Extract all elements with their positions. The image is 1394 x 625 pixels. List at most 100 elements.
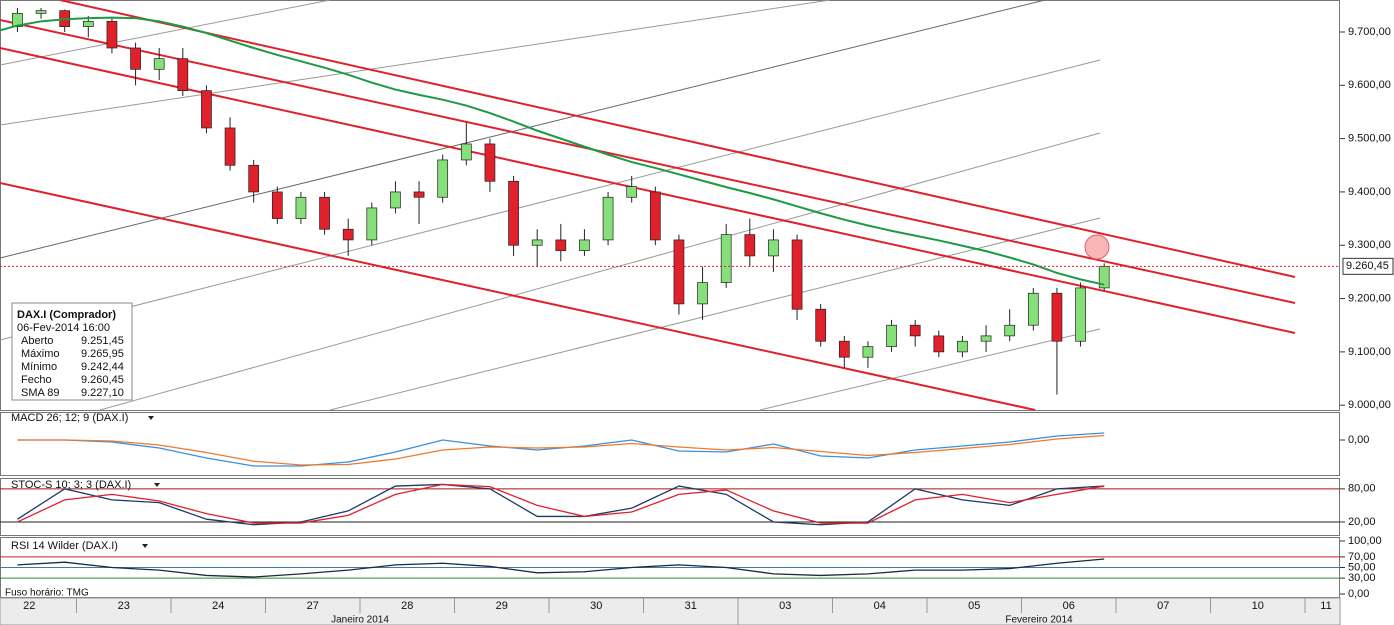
candle-body — [697, 282, 708, 305]
candle-body — [1027, 292, 1039, 326]
candle-body — [649, 191, 661, 241]
day-label: 11 — [1320, 600, 1331, 612]
candle-body — [815, 308, 827, 342]
y-tick-label: 80,00 — [1348, 483, 1376, 495]
time-axis — [0, 597, 1341, 625]
y-tick-label: 9.500,00 — [1348, 133, 1391, 145]
panel-menu-arrow — [154, 483, 160, 487]
channel-lines — [0, 0, 1296, 411]
info-value: 9.251,45 — [81, 335, 124, 347]
panel-menu-arrow — [142, 544, 148, 548]
info-key: SMA 89 — [21, 387, 60, 399]
y-tick-label: 70,00 — [1348, 551, 1376, 563]
indicator-line — [17, 434, 1105, 466]
day-label: 28 — [401, 600, 413, 612]
sma-line — [0, 16, 1105, 286]
candle-body — [957, 340, 968, 353]
candle-body — [130, 47, 141, 70]
day-label: 23 — [118, 600, 130, 612]
candle-body — [106, 20, 118, 49]
candle-body — [295, 196, 307, 219]
day-label: 24 — [212, 600, 224, 612]
candle-body — [531, 239, 543, 246]
candle-body — [248, 164, 260, 193]
info-date: 06-Fev-2014 16:00 — [17, 322, 110, 334]
y-tick-label: 9.200,00 — [1348, 292, 1391, 304]
candle-body — [460, 143, 472, 161]
candle-body — [437, 159, 449, 198]
candle-body — [886, 324, 897, 347]
day-label: 06 — [1063, 600, 1075, 612]
candle-body — [342, 228, 354, 241]
candle-body — [980, 335, 992, 342]
info-key: Fecho — [21, 374, 52, 386]
panel-title: MACD 26; 12; 9 (DAX.I) — [11, 412, 128, 424]
day-label: 07 — [1157, 600, 1169, 612]
candle-body — [390, 191, 401, 209]
month-label: Janeiro 2014 — [331, 615, 389, 625]
candle-body — [673, 239, 685, 305]
candle-body — [768, 239, 779, 257]
day-label: 04 — [874, 600, 886, 612]
info-title: DAX.I (Comprador) — [17, 309, 116, 321]
candle-body — [484, 143, 496, 182]
indicator-line — [17, 483, 1105, 524]
info-value: 9.227,10 — [81, 387, 124, 399]
candle-body — [1075, 287, 1086, 342]
y-tick-label: 20,00 — [1348, 516, 1376, 528]
macd-panel — [0, 412, 1340, 476]
candle-body — [319, 196, 330, 230]
candle-body — [909, 324, 921, 337]
indicator-line — [17, 483, 1105, 526]
last-price-label: 9.260,45 — [1346, 260, 1389, 272]
info-value: 9.260,45 — [81, 374, 124, 386]
fan-lines — [0, 0, 1101, 411]
month-label: Fevereiro 2014 — [1005, 615, 1073, 625]
y-tick-label: 9.300,00 — [1348, 239, 1391, 251]
day-label: 27 — [307, 600, 319, 612]
candle-body — [201, 90, 212, 129]
candle-body — [579, 239, 590, 251]
info-key: Máximo — [21, 348, 60, 360]
candle-body — [35, 10, 47, 14]
candle-body — [862, 346, 874, 358]
panel-menu-arrow — [148, 416, 154, 420]
y-tick-label: 9.700,00 — [1348, 26, 1391, 38]
y-tick-label: 100,00 — [1348, 535, 1382, 547]
y-tick-label: 9.600,00 — [1348, 79, 1391, 91]
candle-body — [626, 186, 638, 198]
y-tick-label: 9.100,00 — [1348, 346, 1391, 358]
day-label: 30 — [590, 600, 602, 612]
stoc-panel — [0, 478, 1340, 536]
candle-body — [1051, 292, 1063, 342]
candle-body — [82, 20, 94, 28]
candle-body — [271, 191, 283, 219]
day-label: 05 — [968, 600, 980, 612]
candle-body — [720, 234, 732, 283]
candle-body — [555, 239, 567, 251]
panel-title: RSI 14 Wilder (DAX.I) — [11, 540, 118, 552]
candle-body — [1004, 324, 1016, 337]
candle-body — [413, 191, 425, 198]
info-key: Mínimo — [21, 361, 57, 373]
candle-body — [366, 207, 378, 241]
panel-title: STOC-S 10; 3; 3 (DAX.I) — [11, 479, 131, 491]
info-value: 9.265,95 — [81, 348, 124, 360]
alert-marker — [1084, 234, 1110, 260]
candle-body — [744, 234, 756, 257]
indicator-line — [17, 558, 1105, 578]
candle-body — [12, 12, 23, 28]
candle-body — [838, 340, 850, 358]
day-label: 31 — [685, 600, 697, 612]
main-panel — [0, 0, 1340, 411]
y-tick-label: 0,00 — [1348, 588, 1369, 600]
candle-body — [224, 127, 236, 166]
y-tick-label: 50,00 — [1348, 561, 1376, 573]
info-key: Aberto — [21, 335, 53, 347]
last-price-box — [1342, 257, 1394, 275]
candle-body — [153, 58, 165, 70]
candle-body — [791, 239, 803, 310]
y-tick-label: 9.000,00 — [1348, 399, 1391, 411]
y-tick-label: 0,00 — [1348, 434, 1369, 446]
day-label: 22 — [23, 600, 35, 612]
